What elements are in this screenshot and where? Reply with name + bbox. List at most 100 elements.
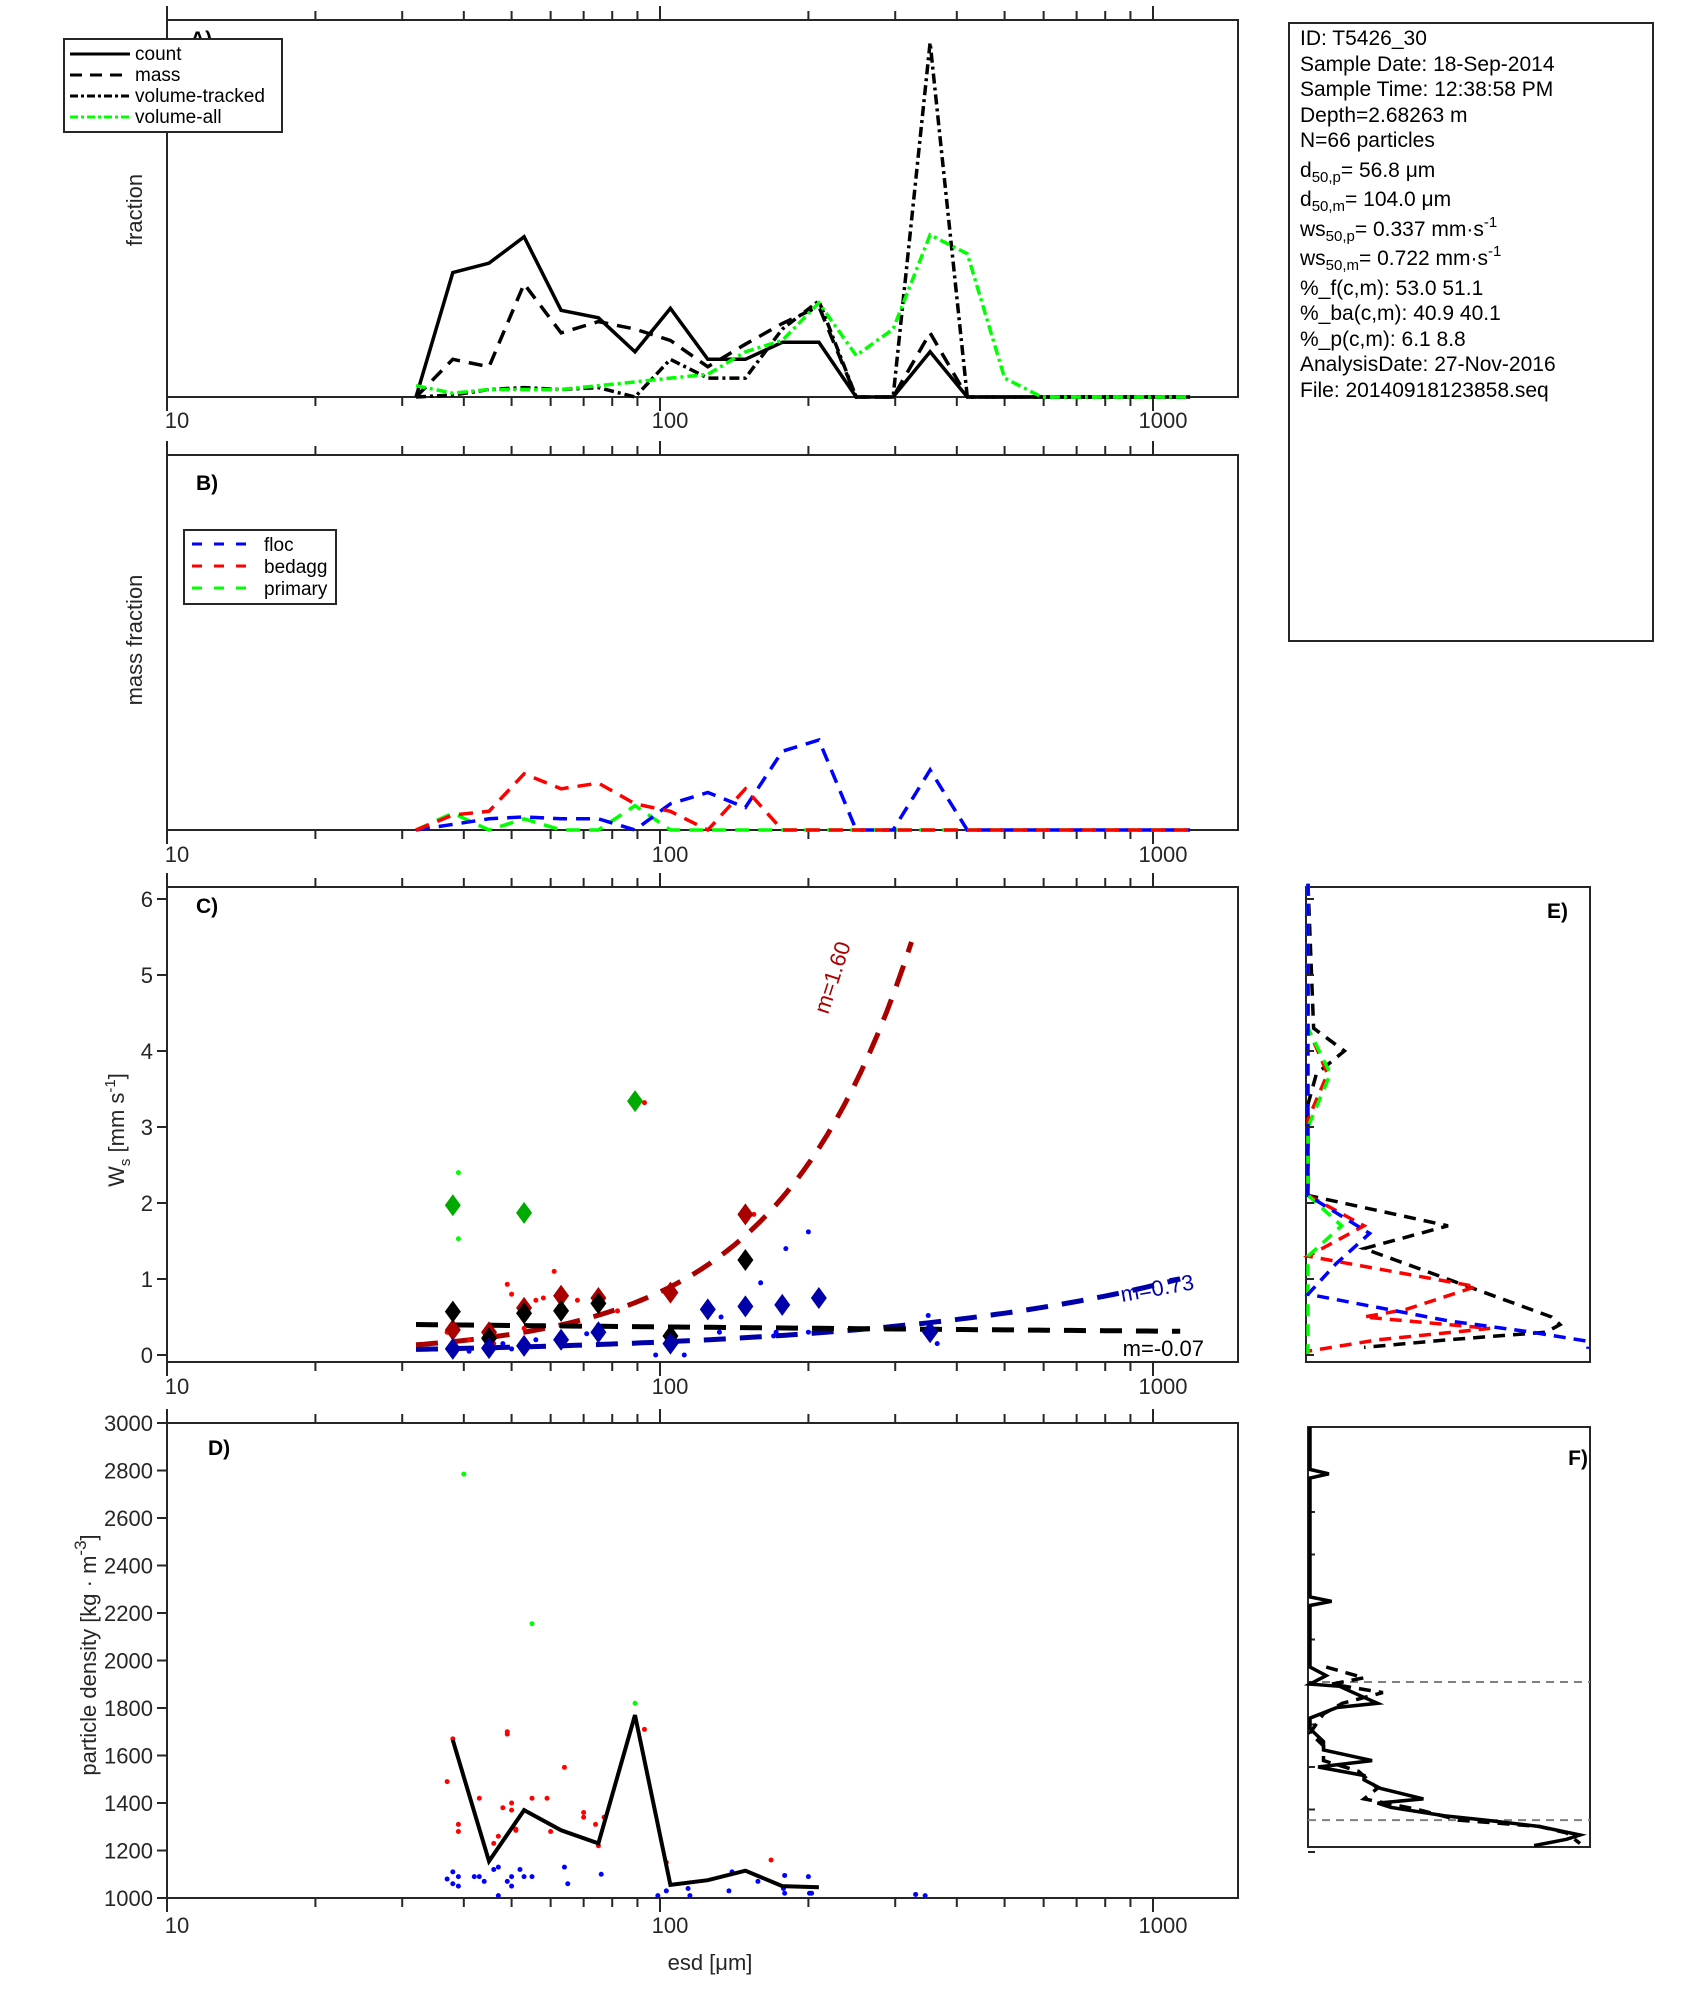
dot-floc bbox=[934, 1341, 940, 1347]
panel-e: E) bbox=[1302, 883, 1591, 1363]
panel-b: 10 100 1000 B) mass fraction flocbedaggpri… bbox=[122, 441, 1239, 867]
dot-floc bbox=[529, 1874, 535, 1880]
diamond-primary bbox=[444, 1194, 461, 1217]
d50m-value: = 104.0 μm bbox=[1345, 188, 1452, 211]
dot-floc bbox=[455, 1874, 461, 1880]
fit-label-all: m=-0.07 bbox=[1123, 1336, 1204, 1361]
d50m-label: d bbox=[1300, 188, 1312, 211]
dot-floc bbox=[716, 1329, 722, 1335]
dot-floc bbox=[450, 1881, 456, 1887]
d50m-sub: 50,m bbox=[1311, 198, 1346, 215]
dot-floc bbox=[681, 1352, 687, 1358]
legend-box bbox=[183, 529, 337, 605]
dot-floc bbox=[809, 1890, 815, 1896]
dot-floc bbox=[771, 1333, 777, 1339]
dot-bedagg bbox=[593, 1821, 599, 1827]
info-depth: Depth=2.68263 m bbox=[1300, 103, 1468, 127]
dot-floc bbox=[466, 1348, 472, 1354]
diamond-floc bbox=[590, 1321, 607, 1344]
dot-floc bbox=[495, 1893, 501, 1899]
diamond-floc bbox=[774, 1293, 791, 1316]
diamond-floc bbox=[662, 1332, 679, 1355]
ws50p-sub: 50,p bbox=[1325, 227, 1355, 245]
panel-f-axes-box bbox=[1307, 1426, 1591, 1848]
dot-floc bbox=[782, 1872, 788, 1878]
dot-floc bbox=[500, 1341, 506, 1347]
info-sample-date: Sample Date: 18-Sep-2014 bbox=[1300, 52, 1555, 76]
dot-floc bbox=[450, 1869, 456, 1875]
dot-bedagg bbox=[548, 1829, 554, 1834]
ws50p-sup: -1 bbox=[1483, 213, 1498, 231]
dot-bedagg bbox=[491, 1840, 497, 1846]
fit-line-floc-fit bbox=[415, 1276, 1181, 1352]
info-d50m: d50,m= 104.0 μm bbox=[1300, 187, 1642, 215]
diamond-primary bbox=[516, 1201, 533, 1224]
diamond-all bbox=[516, 1302, 533, 1325]
panel-d-ylabel: particle density [kg · m-3] bbox=[71, 1534, 101, 1775]
dot-floc bbox=[685, 1886, 691, 1891]
info-pct-f: %_f(c,m): 53.0 51.1 bbox=[1300, 276, 1484, 300]
ws50p-label: ws bbox=[1300, 217, 1326, 241]
panel-b-label: B) bbox=[196, 472, 218, 495]
dot-bedagg bbox=[500, 1805, 506, 1811]
dot-floc bbox=[504, 1878, 510, 1884]
panel-b-lines bbox=[415, 737, 1191, 833]
legend-label-bedagg: bedagg bbox=[264, 557, 327, 578]
dot-floc bbox=[726, 1888, 732, 1894]
x-tick-label: 100 bbox=[652, 1374, 689, 1399]
ws50p-value: = 0.337 mm·s bbox=[1354, 217, 1484, 241]
dot-bedagg bbox=[444, 1779, 450, 1785]
y-tick-label: 6 bbox=[141, 887, 153, 912]
ws50m-value: = 0.722 mm·s bbox=[1359, 247, 1488, 270]
dot-floc bbox=[758, 1280, 764, 1286]
d50p-value: = 56.8 μm bbox=[1340, 158, 1436, 182]
y-tick-label: 1200 bbox=[104, 1839, 153, 1864]
panel-f-lines bbox=[1303, 1427, 1590, 1853]
dot-floc bbox=[653, 1352, 659, 1358]
diamond-floc bbox=[481, 1337, 498, 1360]
dot-floc bbox=[925, 1312, 931, 1318]
dot-floc bbox=[565, 1881, 571, 1887]
dot-floc bbox=[718, 1314, 724, 1320]
ylabel-unit: [mm s bbox=[104, 1093, 129, 1159]
y-tick-label: 2 bbox=[141, 1191, 153, 1216]
y-tick-label: 2600 bbox=[104, 1506, 153, 1531]
dot-bedagg bbox=[521, 1325, 527, 1331]
fit-label-bedagg: m=1.60 bbox=[809, 938, 856, 1016]
ylabel-sub: s bbox=[117, 1159, 134, 1167]
dot-bedagg bbox=[509, 1291, 515, 1297]
diamond-bedagg bbox=[737, 1203, 754, 1226]
info-file: File: 20140918123858.seq bbox=[1300, 378, 1549, 402]
d50p-sub: 50,p bbox=[1311, 168, 1341, 186]
info-id: ID: T5426_30 bbox=[1300, 27, 1427, 50]
legend-label-mass: mass bbox=[135, 65, 180, 86]
panel-c-ylabel: Ws [mm s-1] bbox=[102, 1073, 134, 1187]
info-analysis-date: AnalysisDate: 27-Nov-2016 bbox=[1300, 353, 1556, 376]
dot-floc bbox=[509, 1883, 515, 1889]
series-line-bedagg bbox=[415, 771, 1191, 833]
dot-bedagg bbox=[544, 1795, 550, 1801]
panel-e-axes-box bbox=[1305, 886, 1591, 1363]
median-density-line bbox=[450, 1714, 819, 1890]
x-tick-label: 1000 bbox=[1139, 1913, 1188, 1938]
d50p-label: d bbox=[1300, 158, 1312, 182]
diamond-floc bbox=[444, 1337, 461, 1360]
x-tick-label: 100 bbox=[652, 842, 689, 867]
ylabel-text: particle density [kg · m bbox=[76, 1556, 101, 1776]
diamond-floc bbox=[922, 1321, 939, 1344]
dot-bedagg bbox=[529, 1795, 535, 1801]
x-tick-label: 1000 bbox=[1139, 1374, 1188, 1399]
dot-bedagg bbox=[455, 1821, 461, 1827]
dot-floc bbox=[517, 1867, 523, 1872]
profile-line-all bbox=[1306, 883, 1564, 1350]
diamond-all bbox=[590, 1292, 607, 1315]
y-tick-label: 1400 bbox=[104, 1791, 153, 1816]
diamond-primary bbox=[627, 1090, 644, 1113]
panel-a-ylabel: fraction bbox=[122, 174, 147, 246]
panel-d-xlabel: esd [μm] bbox=[668, 1950, 753, 1975]
diamond-all bbox=[553, 1299, 570, 1322]
